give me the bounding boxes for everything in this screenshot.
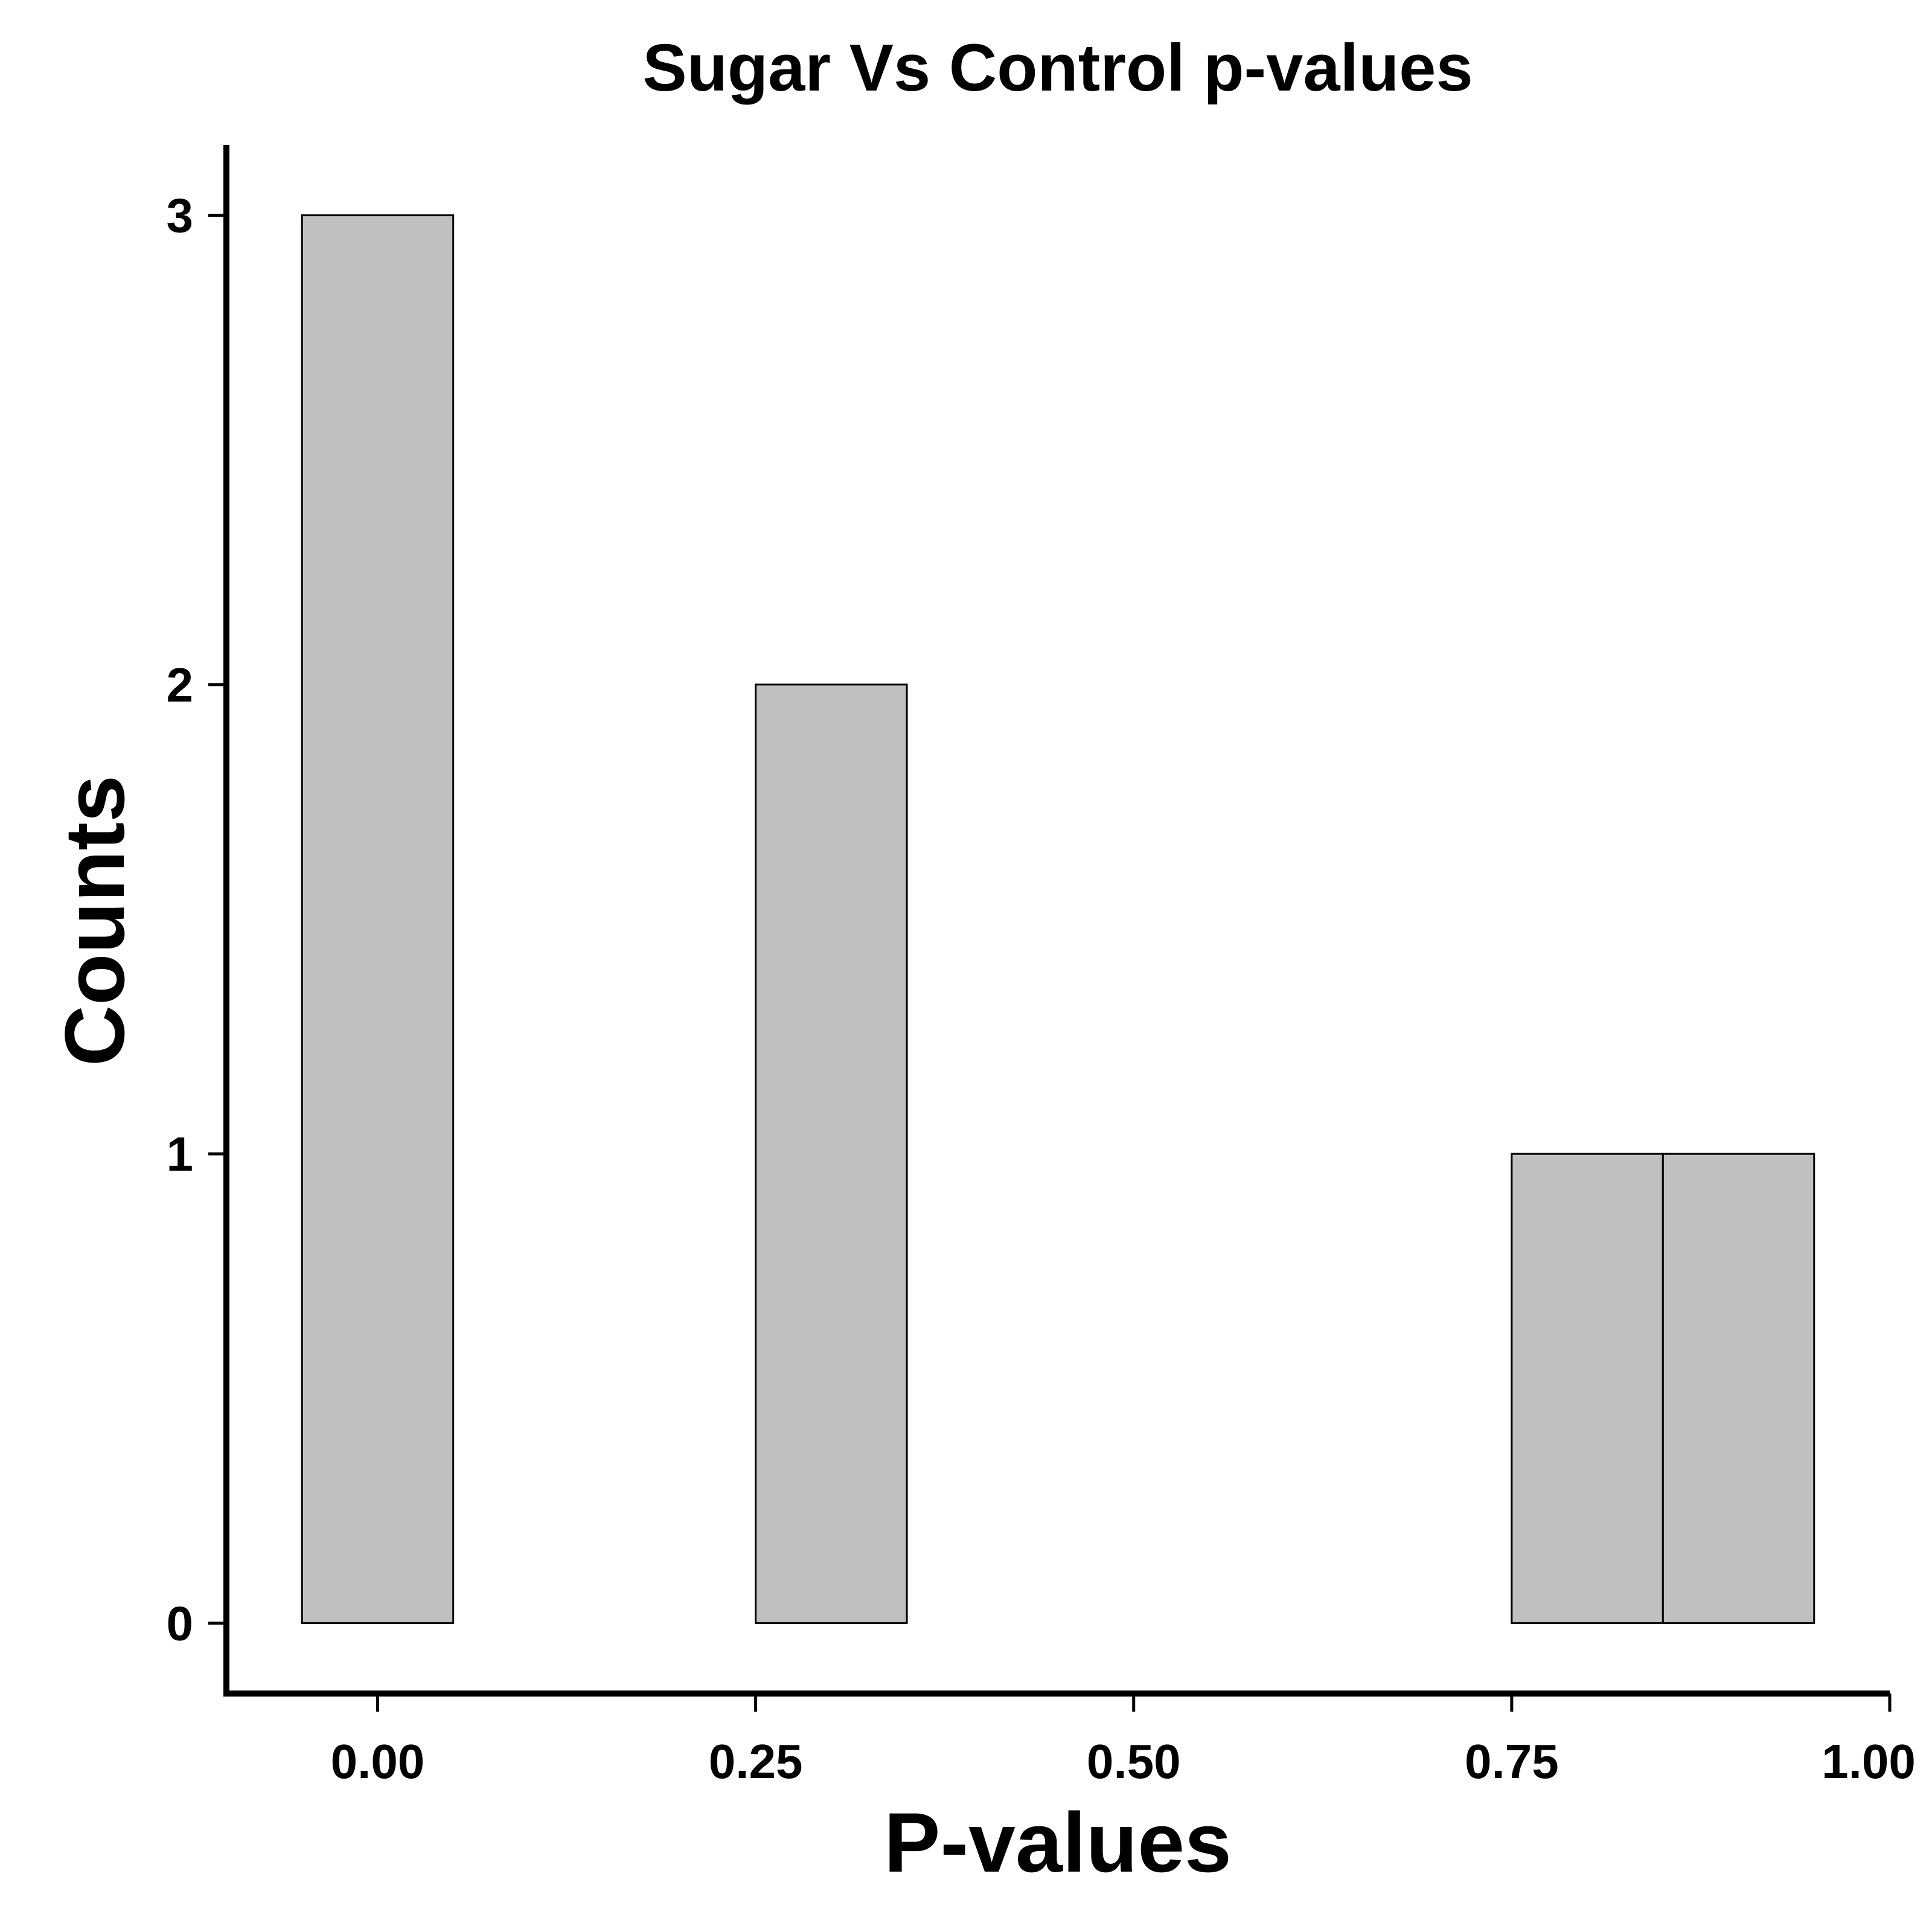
- histogram-bar-0: [301, 214, 455, 1624]
- bars-group: [301, 214, 1815, 1624]
- x-tick-label-3: 0.75: [1465, 1735, 1559, 1788]
- x-tick-label-2: 0.50: [1087, 1735, 1181, 1788]
- y-tick-label-0: 0: [167, 1596, 194, 1650]
- y-axis-title: Counts: [47, 775, 142, 1066]
- y-tick-label-1: 1: [167, 1127, 194, 1181]
- y-tick-label-3: 3: [167, 189, 194, 243]
- y-ticks-group: 0 1 2 3: [167, 189, 226, 1650]
- histogram-bar-3: [1662, 1153, 1815, 1624]
- histogram-bar-1: [755, 683, 908, 1624]
- chart-title: Sugar Vs Control p-values: [642, 31, 1473, 105]
- histogram-bar-2: [1511, 1153, 1664, 1624]
- x-tick-label-1: 0.25: [709, 1735, 803, 1788]
- x-tick-label-4: 1.00: [1822, 1735, 1916, 1788]
- x-axis-title: P-values: [884, 1795, 1232, 1890]
- x-ticks-group: 0.00 0.25 0.50 0.75 1.00: [331, 1694, 1916, 1788]
- x-tick-label-0: 0.00: [331, 1735, 425, 1788]
- y-tick-label-2: 2: [167, 658, 194, 712]
